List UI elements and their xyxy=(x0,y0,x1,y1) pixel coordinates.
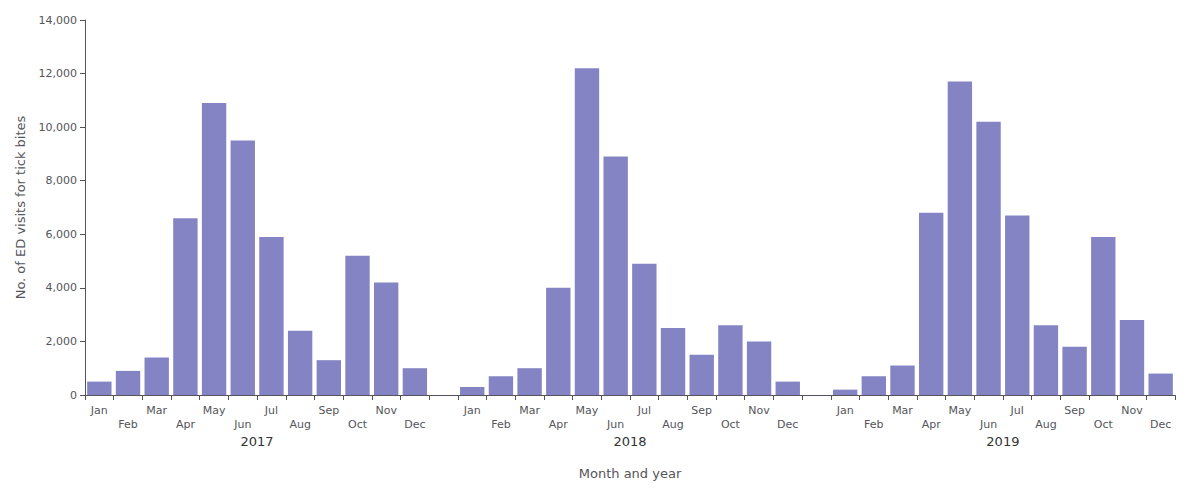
svg-text:Apr: Apr xyxy=(176,418,196,431)
svg-text:Dec: Dec xyxy=(404,418,425,431)
svg-text:Feb: Feb xyxy=(864,418,883,431)
svg-text:Month and year: Month and year xyxy=(579,466,682,481)
svg-text:Sep: Sep xyxy=(691,404,712,417)
svg-text:2,000: 2,000 xyxy=(46,335,78,348)
svg-text:0: 0 xyxy=(70,389,77,402)
svg-text:12,000: 12,000 xyxy=(39,67,78,80)
svg-text:Oct: Oct xyxy=(348,418,368,431)
svg-text:Jan: Jan xyxy=(836,404,854,417)
svg-text:Mar: Mar xyxy=(519,404,540,417)
svg-text:Jul: Jul xyxy=(264,404,278,417)
svg-text:Oct: Oct xyxy=(1094,418,1114,431)
svg-text:Apr: Apr xyxy=(549,418,569,431)
svg-text:Jun: Jun xyxy=(979,418,997,431)
svg-text:Jun: Jun xyxy=(233,418,251,431)
svg-text:8,000: 8,000 xyxy=(46,174,78,187)
svg-text:Nov: Nov xyxy=(1121,404,1143,417)
svg-text:6,000: 6,000 xyxy=(46,228,78,241)
svg-text:Nov: Nov xyxy=(375,404,397,417)
svg-text:Dec: Dec xyxy=(1150,418,1171,431)
svg-text:Nov: Nov xyxy=(748,404,770,417)
svg-text:4,000: 4,000 xyxy=(46,281,78,294)
svg-text:Mar: Mar xyxy=(146,404,167,417)
svg-text:Oct: Oct xyxy=(721,418,741,431)
svg-text:Jul: Jul xyxy=(637,404,651,417)
svg-text:Feb: Feb xyxy=(118,418,137,431)
svg-text:14,000: 14,000 xyxy=(39,14,78,27)
svg-text:Aug: Aug xyxy=(289,418,310,431)
svg-text:Sep: Sep xyxy=(318,404,339,417)
svg-text:Jul: Jul xyxy=(1010,404,1024,417)
svg-text:May: May xyxy=(203,404,226,417)
svg-text:10,000: 10,000 xyxy=(39,121,78,134)
svg-text:No. of ED visits for tick bite: No. of ED visits for tick bites xyxy=(13,115,28,299)
svg-text:Aug: Aug xyxy=(662,418,683,431)
svg-text:May: May xyxy=(576,404,599,417)
svg-text:Mar: Mar xyxy=(892,404,913,417)
svg-text:Jun: Jun xyxy=(606,418,624,431)
svg-text:Apr: Apr xyxy=(922,418,942,431)
svg-text:2017: 2017 xyxy=(241,434,274,449)
svg-text:2018: 2018 xyxy=(613,434,646,449)
svg-text:Feb: Feb xyxy=(491,418,510,431)
svg-text:Dec: Dec xyxy=(777,418,798,431)
svg-text:Jan: Jan xyxy=(463,404,481,417)
svg-text:Jan: Jan xyxy=(90,404,108,417)
svg-text:May: May xyxy=(948,404,971,417)
svg-text:2019: 2019 xyxy=(986,434,1019,449)
svg-text:Sep: Sep xyxy=(1064,404,1085,417)
svg-text:Aug: Aug xyxy=(1035,418,1056,431)
